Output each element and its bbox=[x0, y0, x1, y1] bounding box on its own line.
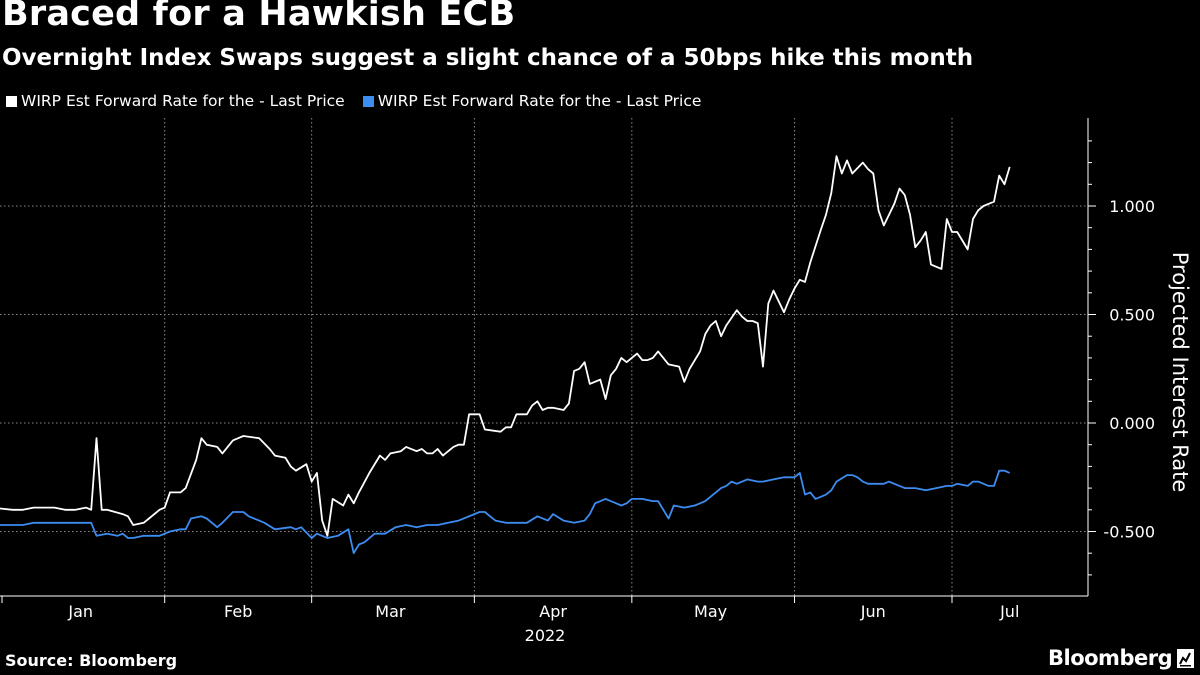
x-tick-label: Apr bbox=[539, 602, 567, 621]
x-tick-label: Jun bbox=[860, 602, 886, 621]
series-line-white bbox=[0, 155, 1011, 537]
y-tick-label: 1.000 bbox=[1109, 197, 1155, 216]
series-line-blue bbox=[0, 469, 1011, 555]
y-axis-title: Projected Interest Rate bbox=[1168, 252, 1192, 493]
x-tick-label: Mar bbox=[375, 602, 406, 621]
x-tick-label: May bbox=[694, 602, 727, 621]
y-tick-label: 0.000 bbox=[1109, 414, 1155, 433]
legend-item-white: WIRP Est Forward Rate for the - Last Pri… bbox=[6, 92, 345, 110]
legend-item-blue: WIRP Est Forward Rate for the - Last Pri… bbox=[362, 92, 702, 110]
legend-swatch-white bbox=[6, 95, 17, 107]
brand-logo: Bloomberg bbox=[1048, 646, 1195, 670]
x-axis-year-label: 2022 bbox=[525, 626, 566, 645]
brand-name: Bloomberg bbox=[1048, 646, 1173, 670]
legend-swatch-blue bbox=[362, 95, 374, 107]
x-tick-label: Jan bbox=[67, 602, 93, 621]
chart-subtitle: Overnight Index Swaps suggest a slight c… bbox=[2, 45, 974, 71]
legend: WIRP Est Forward Rate for the - Last Pri… bbox=[6, 91, 719, 111]
x-tick-label: Feb bbox=[224, 602, 252, 621]
x-tick-label: Jul bbox=[999, 602, 1019, 621]
bloomberg-mark-icon bbox=[1177, 648, 1195, 668]
legend-label-blue: WIRP Est Forward Rate for the - Last Pri… bbox=[377, 92, 702, 110]
source-note: Source: Bloomberg bbox=[5, 651, 178, 670]
legend-label-white: WIRP Est Forward Rate for the - Last Pri… bbox=[21, 92, 345, 110]
chart-title: Braced for a Hawkish ECB bbox=[2, 0, 516, 34]
y-tick-label: 0.500 bbox=[1109, 306, 1155, 325]
y-tick-label: -0.500 bbox=[1103, 523, 1155, 542]
